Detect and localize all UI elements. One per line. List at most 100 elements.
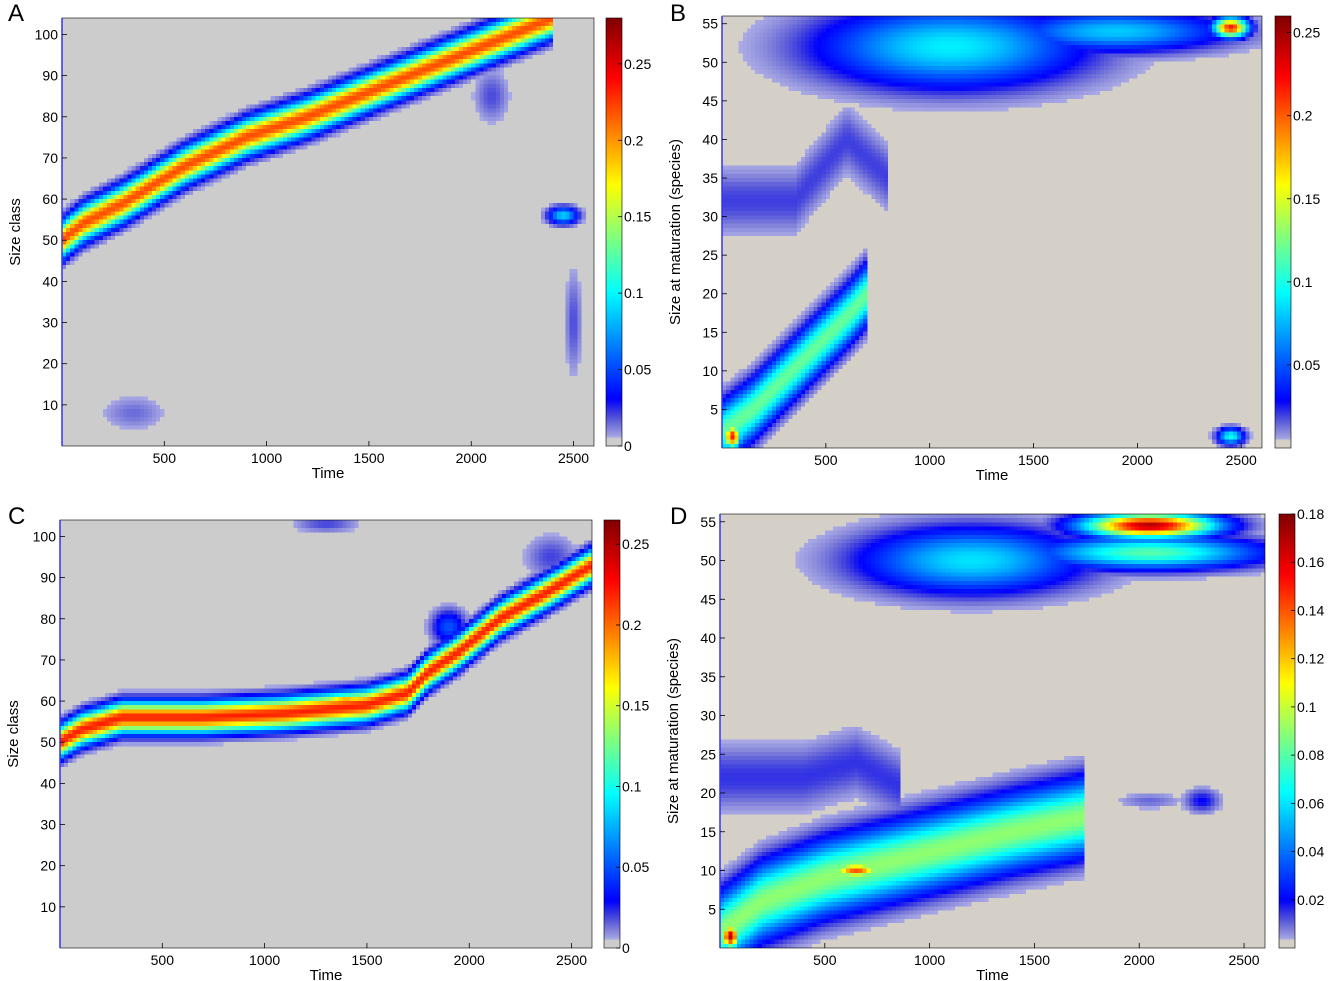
y-tick-label: 15 (702, 324, 718, 340)
x-tick-label: 500 (153, 450, 177, 466)
y-tick-label: 55 (702, 16, 718, 32)
y-tick-label: 40 (42, 273, 58, 289)
x-tick-label: 1000 (914, 452, 945, 468)
y-tick-label: 20 (702, 286, 718, 302)
colorbar (604, 520, 620, 948)
colorbar-tick-label: 0.1 (624, 285, 644, 301)
y-tick-label: 20 (40, 858, 56, 874)
y-tick-label: 5 (710, 401, 718, 417)
x-tick-label: 1000 (249, 952, 280, 968)
colorbar-tick-label: 0.15 (624, 209, 651, 225)
colorbar-tick-label: 0.25 (622, 536, 649, 552)
colorbar-tick-label: 0.2 (624, 132, 644, 148)
y-tick-label: 10 (40, 899, 56, 915)
y-tick-label: 45 (702, 93, 718, 109)
colorbar-frame (603, 519, 621, 949)
y-tick-label: 20 (42, 356, 58, 372)
y-tick-label: 30 (40, 817, 56, 833)
colorbar (1279, 514, 1295, 948)
x-tick-label: 2000 (454, 952, 485, 968)
y-tick-label: 25 (700, 746, 716, 762)
y-axis-title: Size at maturation (species) (667, 139, 684, 325)
y-tick-label: 35 (702, 170, 718, 186)
x-tick-label: 1000 (251, 450, 282, 466)
colorbar-tick-label: 0.12 (1297, 651, 1324, 667)
x-tick-label: 2500 (1228, 952, 1259, 968)
heatmap-cells (62, 18, 594, 446)
colorbar-tick-label: 0.04 (1297, 844, 1324, 860)
colorbar-tick-label: 0.02 (1297, 892, 1324, 908)
y-tick-label: 50 (700, 553, 716, 569)
y-tick-label: 40 (40, 775, 56, 791)
colorbar-tick-label: 0.16 (1297, 554, 1324, 570)
colorbar-tick-label: 0.08 (1297, 747, 1324, 763)
colorbar-tick-label: 0.1 (1293, 274, 1313, 290)
x-axis-title: Time (310, 967, 343, 981)
colorbar-tick-label: 0.05 (1293, 357, 1320, 373)
x-tick-label: 2500 (558, 450, 589, 466)
colorbar-frame (1274, 15, 1292, 449)
x-tick-label: 2000 (1122, 452, 1153, 468)
colorbar-tick-label: 0.25 (624, 56, 651, 72)
y-axis-title: Size class (5, 700, 22, 768)
y-tick-label: 45 (700, 591, 716, 607)
heatmap-cells (720, 514, 1265, 948)
y-tick-label: 90 (40, 570, 56, 586)
y-tick-label: 100 (35, 26, 59, 42)
x-tick-label: 1500 (351, 952, 382, 968)
y-tick-label: 100 (33, 528, 57, 544)
y-tick-label: 25 (702, 247, 718, 263)
panel-letter: D (670, 503, 688, 530)
y-tick-label: 50 (40, 734, 56, 750)
x-tick-label: 500 (814, 452, 838, 468)
x-axis-title: Time (312, 465, 345, 482)
colorbar-tick-label: 0.05 (622, 859, 649, 875)
colorbar (1275, 16, 1291, 448)
x-axis-title: Time (976, 967, 1009, 981)
colorbar-tick-label: 0.1 (1297, 699, 1317, 715)
y-tick-label: 50 (42, 232, 58, 248)
colorbar-tick-label: 0.14 (1297, 602, 1324, 618)
colorbar-tick-label: 0 (624, 438, 632, 454)
colorbar-tick-label: 0.1 (622, 778, 642, 794)
x-tick-label: 1500 (353, 450, 384, 466)
heatmap-cells (722, 16, 1262, 448)
colorbar-tick-label: 0 (622, 940, 630, 956)
y-tick-label: 10 (700, 863, 716, 879)
colorbar-tick-label: 0.2 (622, 617, 642, 633)
x-tick-label: 2500 (1226, 452, 1257, 468)
colorbar (606, 18, 622, 446)
y-tick-label: 90 (42, 68, 58, 84)
colorbar-frame (1278, 513, 1296, 949)
x-tick-label: 1500 (1018, 452, 1049, 468)
y-axis-title: Size at maturation (species) (665, 638, 682, 824)
colorbar-tick-label: 0.18 (1297, 506, 1324, 522)
colorbar-tick-label: 0.05 (624, 362, 651, 378)
x-tick-label: 2500 (556, 952, 587, 968)
y-tick-label: 10 (42, 397, 58, 413)
y-tick-label: 70 (40, 652, 56, 668)
y-tick-label: 80 (42, 109, 58, 125)
colorbar-tick-label: 0.15 (622, 698, 649, 714)
panel-letter: B (670, 0, 687, 27)
y-tick-label: 40 (702, 131, 718, 147)
y-axis-title: Size class (7, 198, 24, 266)
y-tick-label: 30 (42, 315, 58, 331)
colorbar-tick-label: 0.15 (1293, 191, 1320, 207)
x-tick-label: 500 (813, 952, 837, 968)
y-tick-label: 15 (700, 824, 716, 840)
y-tick-label: 30 (702, 209, 718, 225)
y-tick-label: 60 (42, 191, 58, 207)
y-tick-label: 40 (700, 630, 716, 646)
y-tick-label: 30 (700, 708, 716, 724)
x-tick-label: 2000 (456, 450, 487, 466)
y-tick-label: 10 (702, 363, 718, 379)
y-tick-label: 35 (700, 669, 716, 685)
panel-letter: C (8, 503, 26, 530)
y-tick-label: 20 (700, 785, 716, 801)
y-tick-label: 55 (700, 514, 716, 530)
y-tick-label: 50 (702, 54, 718, 70)
